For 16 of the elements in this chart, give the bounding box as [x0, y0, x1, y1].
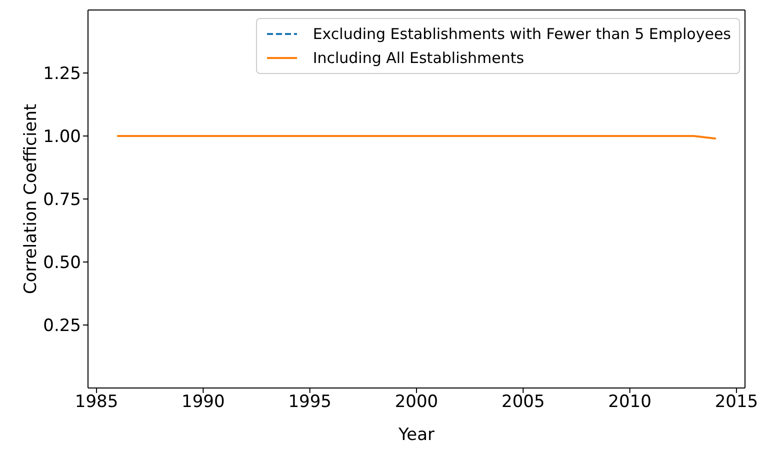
y-tick-label: 1.25 — [43, 64, 81, 84]
y-tick-label: 0.25 — [43, 316, 81, 336]
y-axis-title: Correlation Coefficient — [21, 104, 42, 294]
legend-label: Excluding Establishments with Fewer than 5 Employees — [312, 24, 731, 45]
y-tick-label: 0.50 — [43, 253, 81, 274]
y-tick-label: 1.00 — [43, 127, 81, 148]
x-axis-title: Year — [398, 425, 435, 445]
legend-label: Including All Establishments — [312, 48, 524, 69]
x-tick-label: 1990 — [182, 392, 225, 412]
x-tick-label: 2015 — [714, 392, 758, 412]
x-tick-label: 1995 — [288, 392, 332, 412]
x-tick-label: 2005 — [502, 392, 545, 412]
y-tick-label: 0.75 — [43, 190, 81, 210]
x-tick-label: 2010 — [608, 392, 652, 412]
x-tick-label: 2000 — [394, 392, 438, 412]
x-tick-label: 1985 — [74, 392, 118, 412]
